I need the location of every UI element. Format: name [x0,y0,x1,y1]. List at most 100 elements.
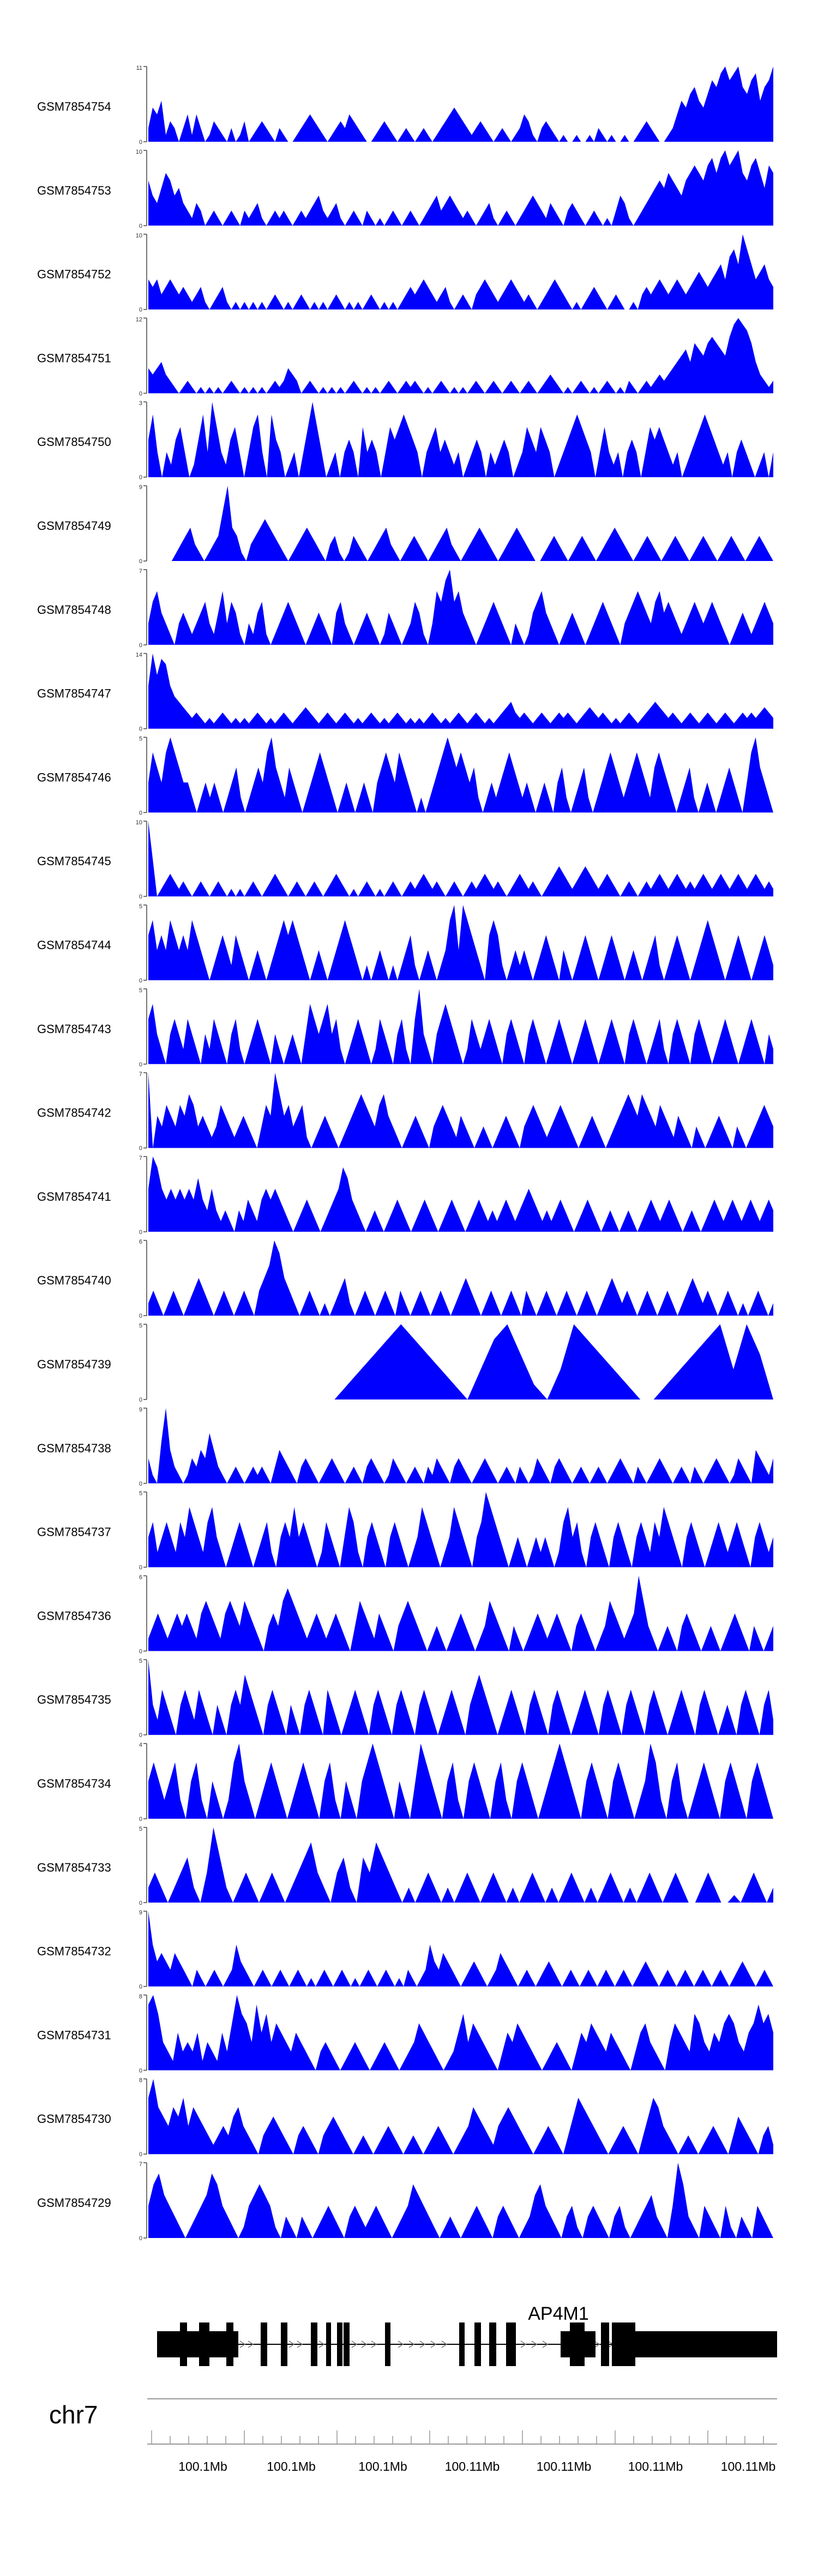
coverage-area [171,486,773,561]
track-ymax-label: 5 [139,1491,142,1497]
track-ymax-label: 5 [139,1658,142,1664]
track-ymin-label: 0 [139,1900,142,1907]
track-ymin-label: 0 [139,1061,142,1068]
track-GSM7854745: GSM7854745 10 0 [37,819,773,900]
track-label: GSM7854738 [37,1441,111,1455]
track-label: GSM7854747 [37,687,111,701]
strand-arrow [371,2340,377,2348]
track-GSM7854734: GSM7854734 4 0 [37,1742,773,1823]
track-GSM7854750: GSM7854750 3 0 [37,400,773,481]
track-label: GSM7854732 [37,1945,111,1958]
track-GSM7854742: GSM7854742 7 0 [37,1071,773,1152]
track-GSM7854752: GSM7854752 10 0 [37,233,773,313]
exon [601,2322,609,2366]
exon [199,2322,209,2366]
axis-tick-label: 100.11Mb [537,2459,592,2474]
track-GSM7854735: GSM7854735 5 0 [37,1658,773,1739]
exon [233,2331,238,2357]
exon [459,2322,465,2366]
coverage-area [148,1576,773,1651]
track-ymin-label: 0 [139,1481,142,1487]
exon [281,2322,287,2366]
coverage-area [148,2079,773,2155]
track-ymin-label: 0 [139,1984,142,1990]
track-label: GSM7854741 [37,1190,111,1203]
strand-arrow [398,2340,404,2348]
track-label: GSM7854749 [37,519,111,533]
track-GSM7854737: GSM7854737 5 0 [37,1491,773,1571]
exon [187,2331,199,2357]
coverage-area [148,1827,773,1903]
strand-arrows [239,2340,614,2348]
exon [157,2331,180,2357]
exon [489,2322,496,2366]
exon [209,2331,226,2357]
track-ymax-label: 8 [139,1993,142,2000]
track-label: GSM7854744 [37,938,111,952]
track-ymin-label: 0 [139,2235,142,2242]
strand-arrow [239,2340,246,2348]
track-GSM7854753: GSM7854753 10 0 [37,149,773,230]
track-label: GSM7854745 [37,854,111,868]
track-ymax-label: 8 [139,2077,142,2084]
track-ymax-label: 9 [139,1910,142,1916]
track-label: GSM7854733 [37,1861,111,1874]
track-GSM7854743: GSM7854743 5 0 [37,987,773,1068]
axis-tick-label: 100.1Mb [358,2459,407,2474]
track-GSM7854744: GSM7854744 5 0 [37,903,773,984]
coverage-area [148,1156,773,1232]
track-ymax-label: 6 [139,1239,142,1245]
coverage-area [148,821,773,897]
strand-arrow [430,2340,437,2348]
track-ymax-label: 10 [136,819,142,826]
coverage-area [148,653,773,729]
coverage-area [148,1995,773,2071]
track-ymax-label: 7 [139,568,142,575]
tracks-group: GSM7854754110GSM7854753100GSM7854752100G… [37,65,773,2242]
track-label: GSM7854751 [37,351,111,365]
coverage-area [148,737,773,813]
track-GSM7854730: GSM7854730 8 0 [37,2077,773,2158]
coverage-area [148,234,773,310]
track-label: GSM7854742 [37,1106,111,1120]
track-label: GSM7854753 [37,184,111,197]
axis-tick-label: 100.11Mb [628,2459,683,2474]
coverage-area [148,318,773,394]
track-label: GSM7854734 [37,1777,111,1790]
coverage-area [148,905,773,980]
track-ymin-label: 0 [139,1145,142,1152]
track-ymax-label: 10 [136,149,142,155]
track-ymin-label: 0 [139,139,142,146]
axis-tick-labels: 100.1Mb 100.1Mb 100.1Mb 100.11Mb 100.11Mb 100… [178,2459,775,2474]
track-ymin-label: 0 [139,1397,142,1403]
track-GSM7854736: GSM7854736 6 0 [37,1574,773,1655]
track-label: GSM7854736 [37,1609,111,1622]
strand-arrow [419,2340,426,2348]
strand-arrow [531,2340,538,2348]
genome-axis: chr7 100.1Mb 100.1Mb 100.1Mb 100.11Mb 100.11… [49,2398,777,2474]
axis-ticks [151,2430,764,2444]
exon [344,2322,350,2366]
track-ymax-label: 14 [136,652,142,659]
track-ymax-label: 6 [139,1574,142,1580]
track-ymax-label: 5 [139,735,142,742]
track-ymax-label: 5 [139,1826,142,1832]
track-GSM7854733: GSM7854733 5 0 [37,1826,773,1907]
coverage-area [148,569,773,645]
coverage-area [148,988,773,1064]
exon [570,2322,585,2366]
coverage-area [148,1744,773,1819]
exon [506,2322,516,2366]
track-ymax-label: 5 [139,903,142,910]
track-ymax-label: 7 [139,1071,142,1078]
exon [226,2322,233,2366]
track-ymin-label: 0 [139,1565,142,1571]
track-GSM7854731: GSM7854731 8 0 [37,1993,773,2074]
strand-arrow [542,2340,549,2348]
track-GSM7854754: GSM7854754 11 0 [37,65,773,146]
track-GSM7854739: GSM7854739 5 0 [37,1323,773,1403]
strand-arrow [520,2340,527,2348]
track-label: GSM7854752 [37,268,111,281]
exon [474,2322,481,2366]
